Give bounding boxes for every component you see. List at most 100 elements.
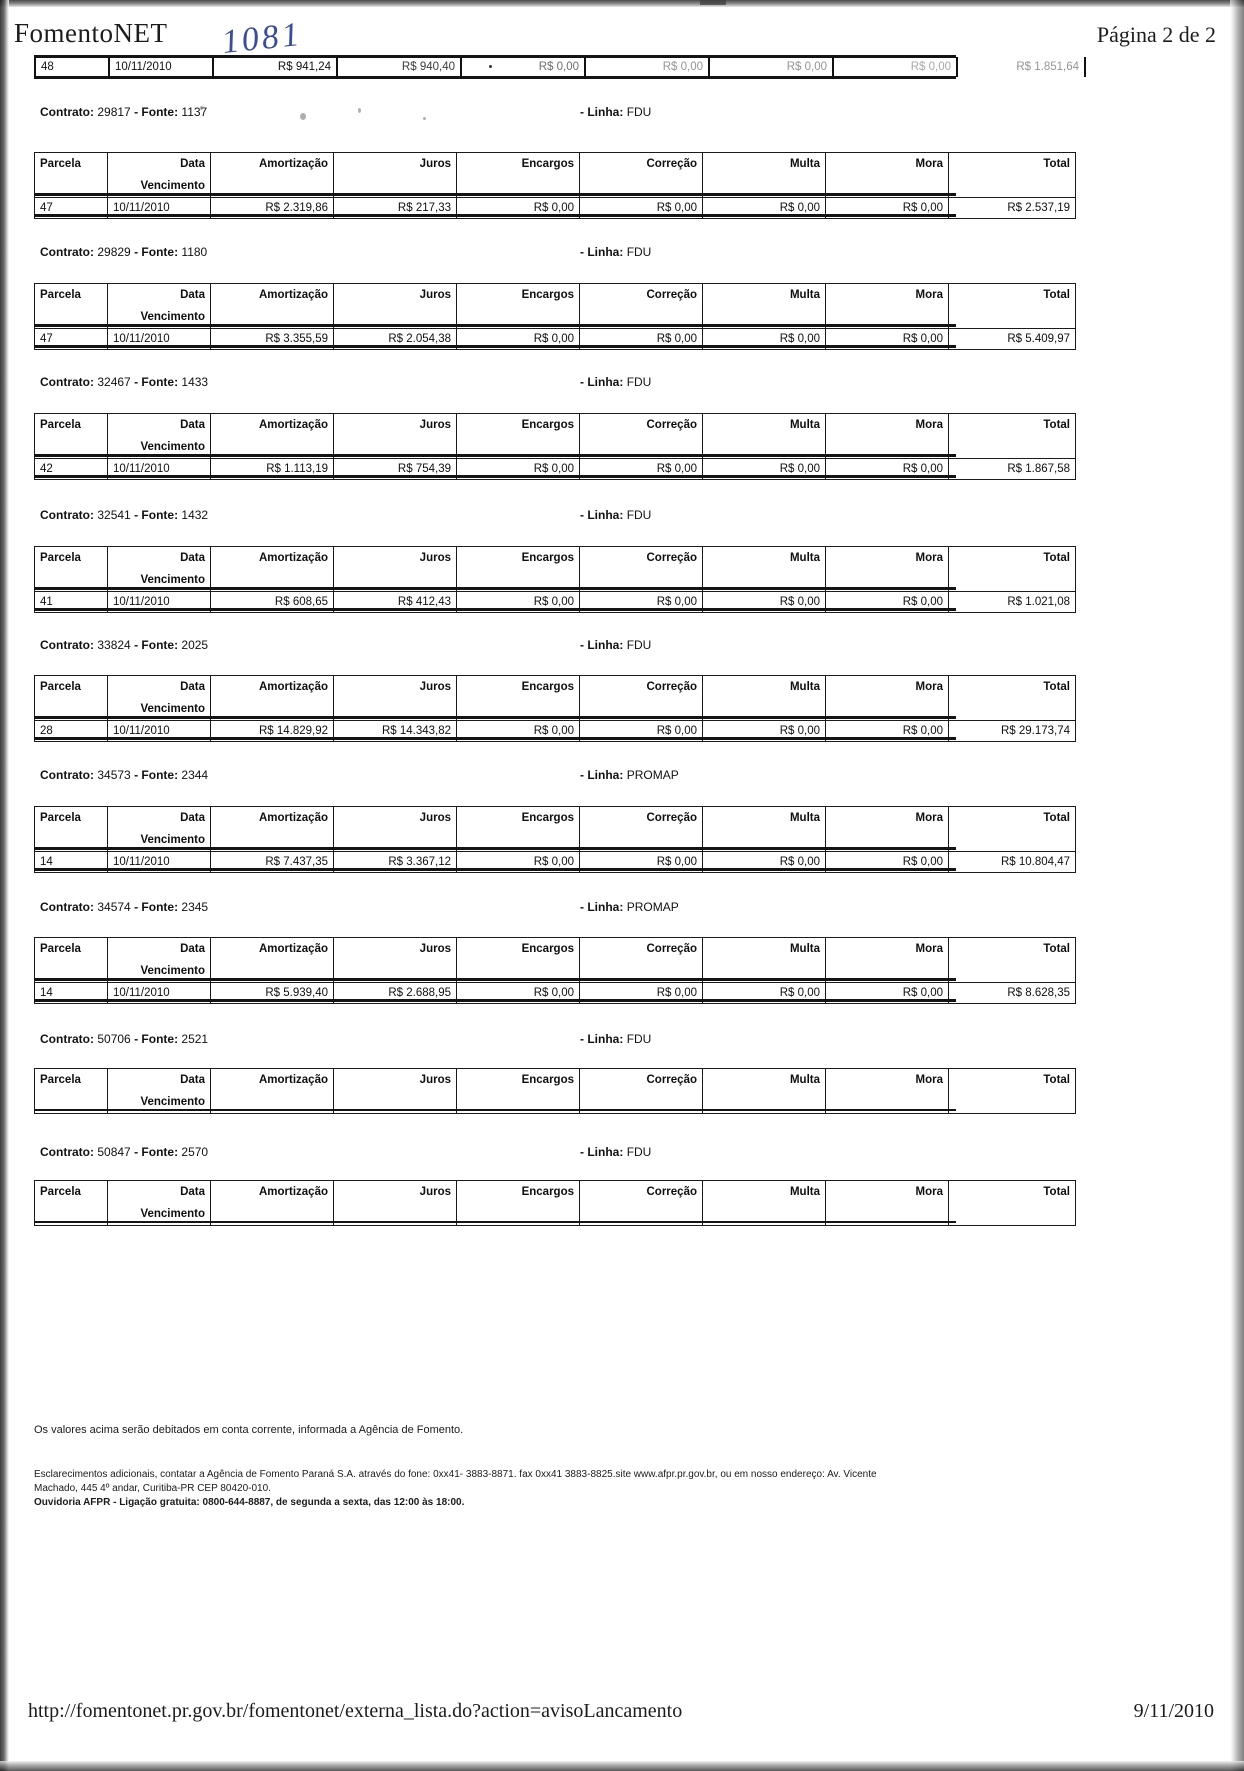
contract-caption: Contrato: 33824 - Fonte: 2025 - Linha: FD… xyxy=(40,638,940,654)
footer-url[interactable]: http://fomentonet.pr.gov.br/fomentonet/e… xyxy=(28,1700,683,1722)
table-header-row: Parcela Data Amortização Juros Encargos Corre… xyxy=(34,546,1076,570)
th-spacer xyxy=(825,1204,949,1226)
cell-mora: R$ 0,00 xyxy=(825,197,949,219)
th-juros: Juros xyxy=(333,1068,457,1092)
th-encargos: Encargos xyxy=(456,413,580,437)
th-spacer xyxy=(948,437,1076,459)
continued-table-row: 48 10/11/2010 R$ 941,24 R$ 940,40 R$ 0,0… xyxy=(34,55,1086,79)
th-parcela: Parcela xyxy=(34,1068,108,1092)
th-vencimento: Vencimento xyxy=(107,1092,211,1114)
th-spacer xyxy=(948,1092,1076,1114)
th-spacer xyxy=(948,307,1076,329)
installment-table: Parcela Data Amortização Juros Encargos Corre… xyxy=(34,283,1076,350)
linha-group: - Linha: FDU xyxy=(580,508,651,522)
th-spacer xyxy=(948,176,1076,198)
scan-edge-top xyxy=(0,0,1244,7)
fonte-label: Fonte: xyxy=(141,245,179,259)
cell-encargos: R$ 0,00 xyxy=(456,591,580,613)
th-spacer xyxy=(579,699,703,721)
table-header-row-2: Vencimento xyxy=(34,699,1076,721)
cell-encargos: R$ 0,00 xyxy=(456,851,580,873)
th-encargos: Encargos xyxy=(456,937,580,961)
table-header-row-2: Vencimento xyxy=(34,1092,1076,1114)
installment-table: Parcela Data Amortização Juros Encargos Corre… xyxy=(34,937,1076,1004)
cell-total: R$ 10.804,47 xyxy=(948,851,1076,873)
cell-multa: R$ 0,00 xyxy=(702,851,826,873)
linha-label: Linha: xyxy=(587,638,624,652)
th-spacer xyxy=(825,961,949,983)
th-parcela: Parcela xyxy=(34,1180,108,1204)
cell-multa: R$ 0,00 xyxy=(702,982,826,1004)
table-row-rule xyxy=(34,475,956,478)
contrato-value: 32541 xyxy=(97,508,131,522)
table-row-rule xyxy=(34,214,956,217)
cell-mora: R$ 0,00 xyxy=(832,57,958,77)
table-header-rule xyxy=(34,978,956,981)
th-correcao: Correção xyxy=(579,1180,703,1204)
cell-parcela: 47 xyxy=(34,197,108,219)
contract-caption: Contrato: 29829 - Fonte: 1180 - Linha: FD… xyxy=(40,245,940,261)
th-data: Data xyxy=(107,283,211,307)
th-spacer xyxy=(34,961,108,983)
th-spacer xyxy=(456,830,580,852)
cell-mora: R$ 0,00 xyxy=(825,591,949,613)
th-data: Data xyxy=(107,152,211,176)
th-parcela: Parcela xyxy=(34,675,108,699)
caption-separator: - xyxy=(134,105,139,119)
caption-separator-2: - xyxy=(580,768,584,782)
cell-vencimento: 10/11/2010 xyxy=(107,328,211,350)
th-encargos: Encargos xyxy=(456,1180,580,1204)
cell-multa: R$ 0,00 xyxy=(708,57,834,77)
cell-vencimento: 10/11/2010 xyxy=(107,458,211,480)
table-header-rule xyxy=(34,1221,956,1223)
table-row: 41 10/11/2010 R$ 608,65 R$ 412,43 R$ 0,00 R$ … xyxy=(34,591,1076,613)
cell-amortizacao: R$ 5.939,40 xyxy=(210,982,334,1004)
cell-correcao: R$ 0,00 xyxy=(579,197,703,219)
th-parcela: Parcela xyxy=(34,413,108,437)
th-total: Total xyxy=(948,283,1076,307)
linha-group: - Linha: FDU xyxy=(580,638,651,652)
cell-mora: R$ 0,00 xyxy=(825,851,949,873)
th-multa: Multa xyxy=(702,413,826,437)
linha-value: PROMAP xyxy=(626,768,679,782)
cell-mora: R$ 0,00 xyxy=(825,328,949,350)
cell-parcela: 48 xyxy=(34,57,110,77)
cell-total: R$ 2.537,19 xyxy=(948,197,1076,219)
table-header-rule xyxy=(34,324,956,327)
linha-label: Linha: xyxy=(587,768,624,782)
th-spacer xyxy=(825,699,949,721)
cell-vencimento: 10/11/2010 xyxy=(108,57,214,77)
th-spacer xyxy=(825,1092,949,1114)
cell-juros: R$ 754,39 xyxy=(333,458,457,480)
table-top-rule xyxy=(34,55,956,58)
contract-caption: Contrato: 32467 - Fonte: 1433 - Linha: FD… xyxy=(40,375,940,391)
table-header-row-2: Vencimento xyxy=(34,437,1076,459)
th-vencimento: Vencimento xyxy=(107,961,211,983)
cell-encargos: R$ 0,00 xyxy=(456,458,580,480)
contrato-label: Contrato: xyxy=(40,1032,94,1046)
contract-caption: Contrato: 29817 - Fonte: 1137 - Linha: FD… xyxy=(40,105,940,121)
th-amortizacao: Amortização xyxy=(210,152,334,176)
th-spacer xyxy=(579,176,703,198)
contrato-label: Contrato: xyxy=(40,508,94,522)
table-row: 47 10/11/2010 R$ 3.355,59 R$ 2.054,38 R$ 0,0… xyxy=(34,328,1076,350)
th-multa: Multa xyxy=(702,806,826,830)
table-header-rule xyxy=(34,716,956,719)
th-data: Data xyxy=(107,1180,211,1204)
contrato-value: 34574 xyxy=(97,900,131,914)
cell-juros: R$ 217,33 xyxy=(333,197,457,219)
th-encargos: Encargos xyxy=(456,806,580,830)
th-parcela: Parcela xyxy=(34,283,108,307)
th-mora: Mora xyxy=(825,675,949,699)
th-spacer xyxy=(825,307,949,329)
fonte-label: Fonte: xyxy=(141,1032,179,1046)
th-amortizacao: Amortização xyxy=(210,546,334,570)
scan-edge-left xyxy=(0,0,9,1771)
caption-separator-2: - xyxy=(580,638,584,652)
cell-amortizacao: R$ 14.829,92 xyxy=(210,720,334,742)
th-vencimento: Vencimento xyxy=(107,437,211,459)
th-spacer xyxy=(456,307,580,329)
cell-total: R$ 1.021,08 xyxy=(948,591,1076,613)
th-data: Data xyxy=(107,546,211,570)
th-multa: Multa xyxy=(702,675,826,699)
